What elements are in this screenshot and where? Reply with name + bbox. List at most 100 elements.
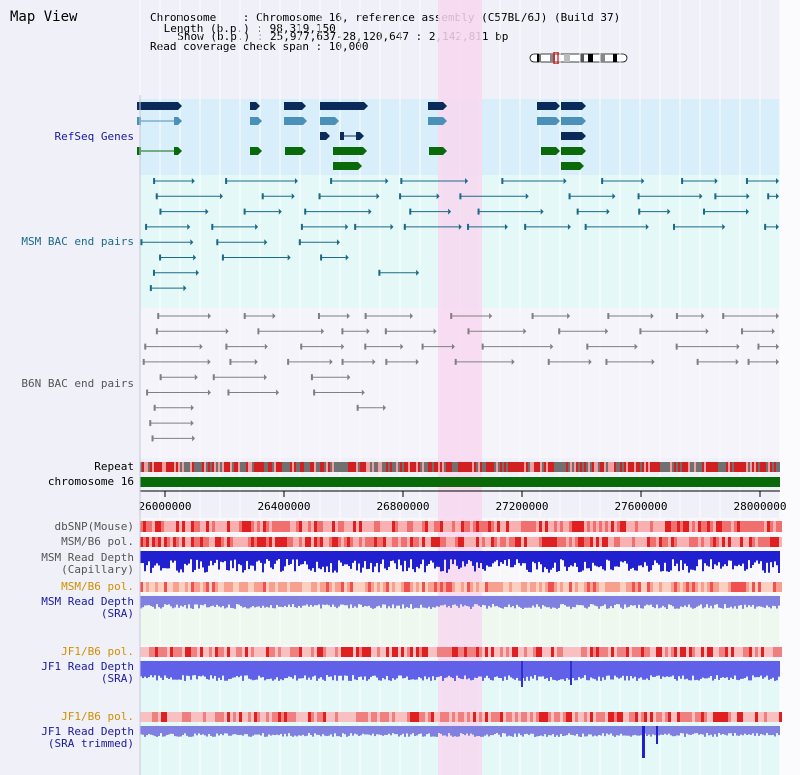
msm-sra-depth bbox=[344, 596, 346, 606]
jf1-trim-spike bbox=[642, 726, 645, 758]
msm-pol-stripe bbox=[521, 537, 524, 547]
msm-sra-depth bbox=[290, 596, 292, 607]
msm-sra-depth bbox=[246, 596, 248, 609]
msm-capillary-depth bbox=[376, 551, 378, 563]
repeat-mark bbox=[604, 462, 606, 472]
msm-sra-depth bbox=[634, 596, 636, 606]
jf1-sra-depth bbox=[360, 661, 362, 677]
msm-pol-sra-label[interactable]: MSM/B6 pol. bbox=[61, 580, 134, 593]
jf1-trim-depth bbox=[146, 726, 148, 736]
jf1-sra-depth bbox=[604, 661, 606, 680]
msm-depth-capillary-label[interactable]: MSM Read Depth bbox=[41, 551, 134, 564]
refseq-genes-label[interactable]: RefSeq Genes bbox=[54, 130, 134, 143]
msm-pol-stripe bbox=[656, 537, 659, 547]
msm-sra-depth bbox=[562, 596, 564, 605]
jf1-trim-depth bbox=[692, 726, 694, 735]
jf1-sra-depth bbox=[168, 661, 170, 679]
jf1-trim-depth bbox=[530, 726, 532, 734]
b6n-bac-label[interactable]: B6N BAC end pairs bbox=[21, 377, 134, 390]
b6n-bac-arrow-icon bbox=[366, 328, 370, 335]
msm-capillary-depth bbox=[768, 551, 770, 573]
repeat-mark bbox=[190, 462, 192, 472]
jf1-pol-trim-label[interactable]: JF1/B6 pol. bbox=[61, 710, 134, 723]
jf1-sra-depth bbox=[230, 661, 232, 679]
repeat-mark bbox=[532, 462, 534, 472]
msm-capillary-depth bbox=[564, 551, 566, 567]
msm-pol-stripe bbox=[281, 537, 284, 547]
jf1-sra-depth bbox=[560, 661, 562, 680]
msm-sra-depth bbox=[426, 596, 428, 609]
jf1-sra-depth bbox=[596, 661, 598, 681]
msm-bac-label[interactable]: MSM BAC end pairs bbox=[21, 235, 134, 248]
jf1-sra-depth bbox=[298, 661, 300, 679]
jf1-sra-depth bbox=[312, 661, 314, 677]
jf1-trim-depth bbox=[142, 726, 144, 735]
msm-pol-stripe bbox=[737, 537, 740, 547]
jf1-sra-depth bbox=[274, 661, 276, 680]
jf1-sra-depth bbox=[300, 661, 302, 679]
jf1-pol-stripe bbox=[152, 647, 155, 657]
repeat-mark bbox=[560, 462, 562, 472]
repeat-mark bbox=[654, 462, 656, 472]
dbsnp-stripe bbox=[203, 521, 206, 532]
jf1-trim-depth bbox=[454, 726, 456, 737]
dbsnp-stripe bbox=[302, 521, 305, 532]
msm-bac-end bbox=[637, 193, 640, 200]
jf1-sra-depth bbox=[540, 661, 542, 677]
jf1-pol-stripe bbox=[458, 647, 461, 657]
msm-pol-stripe bbox=[374, 537, 377, 547]
msm-pol-stripe bbox=[758, 537, 761, 547]
b6n-bac-arrow-icon bbox=[264, 343, 268, 350]
msm-capillary-depth bbox=[506, 551, 508, 566]
msm-pol2-stripe bbox=[527, 582, 530, 592]
msm-pol-stripe bbox=[602, 537, 605, 547]
msm-pol2-stripe bbox=[572, 582, 575, 592]
jf1-trim-depth bbox=[580, 726, 582, 737]
msm-capillary-depth bbox=[646, 551, 648, 566]
jf1-sra-depth bbox=[694, 661, 696, 681]
repeat-mark bbox=[576, 462, 578, 472]
jf1-depth-sra-label[interactable]: JF1 Read Depth bbox=[41, 660, 134, 673]
jf1-trim-depth bbox=[190, 726, 192, 737]
msm-sra-depth bbox=[742, 596, 744, 609]
jf1-pol2-stripe bbox=[254, 712, 257, 722]
repeat-mark bbox=[650, 462, 652, 472]
jf1-depth-trim-label[interactable]: JF1 Read Depth bbox=[41, 725, 134, 738]
repeat-mark bbox=[294, 462, 296, 472]
jf1-pol2-stripe bbox=[242, 712, 245, 722]
msm-pol2-stripe bbox=[167, 582, 170, 592]
msm-pol2-stripe bbox=[680, 582, 683, 592]
msm-depth-sra-label[interactable]: MSM Read Depth bbox=[41, 595, 134, 608]
msm-sra-depth bbox=[384, 596, 386, 605]
dbsnp-stripe bbox=[563, 521, 566, 532]
msm-capillary-depth bbox=[556, 551, 558, 572]
jf1-pol-label[interactable]: JF1/B6 pol. bbox=[61, 645, 134, 658]
repeat-mark bbox=[706, 462, 708, 472]
gene-block bbox=[320, 102, 364, 110]
msm-pol-stripe bbox=[473, 537, 476, 547]
msm-pol-stripe bbox=[161, 537, 164, 547]
jf1-trim-depth bbox=[470, 726, 472, 734]
jf1-pol2-stripe bbox=[743, 712, 746, 722]
msm-sra-depth bbox=[466, 596, 468, 606]
jf1-sra-depth bbox=[442, 661, 444, 681]
jf1-sra-depth bbox=[408, 661, 410, 680]
dbsnp-label[interactable]: dbSNP(Mouse) bbox=[54, 520, 134, 533]
msm-capillary-depth bbox=[486, 551, 488, 566]
jf1-pol-stripe bbox=[194, 647, 197, 657]
jf1-trim-depth bbox=[568, 726, 570, 734]
msm-sra-depth bbox=[590, 596, 592, 605]
chromosome-ideogram[interactable] bbox=[528, 52, 630, 64]
repeat-mark bbox=[232, 462, 234, 472]
jf1-pol-stripe bbox=[764, 647, 767, 657]
repeat-mark bbox=[690, 462, 692, 472]
jf1-sra-depth bbox=[774, 661, 776, 681]
jf1-pol2-stripe bbox=[218, 712, 221, 722]
jf1-trim-depth bbox=[318, 726, 320, 735]
jf1-trim-depth bbox=[240, 726, 242, 735]
msm-pol-stripe bbox=[509, 537, 512, 547]
jf1-pol2-stripe bbox=[212, 712, 215, 722]
msm-pol-label[interactable]: MSM/B6 pol. bbox=[61, 535, 134, 548]
msm-pol2-stripe bbox=[488, 582, 491, 592]
